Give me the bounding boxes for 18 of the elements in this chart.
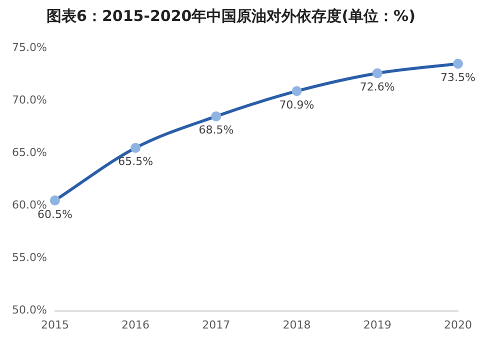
y-tick-label: 70.0%: [12, 93, 47, 106]
x-tick-label: 2016: [122, 318, 150, 332]
x-tick-label: 2017: [202, 318, 230, 332]
y-tick-label: 75.0%: [12, 40, 47, 54]
x-tick-label: 2019: [363, 318, 392, 332]
data-label: 68.5%: [198, 124, 234, 137]
chart-title: 图表6：2015-2020年中国原油对外依存度(单位：%): [46, 6, 416, 25]
data-label: 72.6%: [360, 80, 395, 94]
data-label: 60.5%: [37, 208, 72, 221]
y-tick-label: 65.0%: [12, 146, 47, 159]
y-tick-label: 55.0%: [12, 251, 47, 264]
x-tick-label: 2020: [444, 318, 472, 332]
data-label: 70.9%: [279, 98, 314, 112]
y-tick-label: 50.0%: [12, 304, 47, 317]
data-label: 65.5%: [118, 155, 154, 168]
x-tick-label: 2018: [282, 318, 311, 332]
data-label: 73.5%: [440, 71, 476, 84]
x-tick-label: 2015: [40, 318, 69, 332]
